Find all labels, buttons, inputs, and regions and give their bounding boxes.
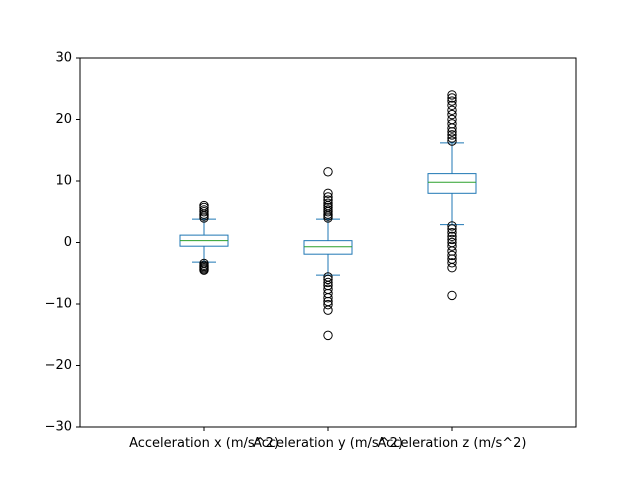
y-axis: −30 −20 −10 0 10 20 30 <box>45 51 80 435</box>
outlier-point <box>323 330 333 341</box>
box-group <box>179 200 229 275</box>
outlier-point <box>199 205 209 215</box>
outlier-point <box>323 205 333 215</box>
plot-frame <box>79 57 577 428</box>
outlier-point <box>447 90 457 100</box>
outlier-point <box>447 258 457 268</box>
outlier-point <box>447 221 457 231</box>
outlier-point <box>323 195 333 205</box>
outlier-point <box>447 263 457 273</box>
outlier-point <box>447 254 457 264</box>
x-tick-label: Acceleration x (m/s^2) <box>129 436 279 451</box>
x-axis: Acceleration x (m/s^2)Acceleration y (m/… <box>129 427 527 451</box>
outlier-point <box>447 100 457 111</box>
outlier-point <box>447 290 457 301</box>
y-tick-label: 20 <box>55 112 72 127</box>
outlier-point <box>447 227 457 238</box>
outlier-point <box>447 109 457 120</box>
y-tick-label: 30 <box>55 51 72 66</box>
y-tick-label: −30 <box>45 420 72 435</box>
outlier-point <box>323 293 333 303</box>
box-group <box>303 167 353 341</box>
x-tick-label: Acceleration z (m/s^2) <box>378 436 527 451</box>
box-group <box>427 90 477 301</box>
outlier-point <box>323 299 333 310</box>
y-tick-label: −20 <box>45 358 72 373</box>
outlier-point <box>447 241 457 251</box>
outlier-point <box>323 277 333 288</box>
outlier-point <box>447 136 457 146</box>
outlier-point <box>323 274 333 285</box>
box-iqr <box>303 240 353 255</box>
outlier-point <box>447 224 457 234</box>
y-tick-label: 10 <box>55 174 72 189</box>
outlier-point <box>323 198 333 208</box>
outlier-point <box>447 250 457 261</box>
x-tick-label: Acceleration y (m/s^2) <box>253 436 403 451</box>
outlier-point <box>323 305 333 315</box>
chart-marks <box>179 90 477 341</box>
y-tick-label: 0 <box>64 235 72 250</box>
outlier-point <box>447 119 457 129</box>
outlier-point <box>447 234 457 245</box>
outlier-point <box>323 188 333 199</box>
outlier-point <box>447 114 457 125</box>
outlier-point <box>447 93 457 103</box>
box-iqr <box>427 173 477 194</box>
outlier-point <box>323 167 333 177</box>
outlier-point <box>199 200 209 211</box>
y-tick-label: −10 <box>45 297 72 312</box>
outlier-point <box>447 231 457 242</box>
outlier-point <box>199 265 209 275</box>
outlier-point <box>447 105 457 115</box>
outlier-point <box>447 133 457 143</box>
outlier-point <box>447 96 457 106</box>
outlier-point <box>447 130 457 140</box>
outlier-point <box>323 192 333 202</box>
